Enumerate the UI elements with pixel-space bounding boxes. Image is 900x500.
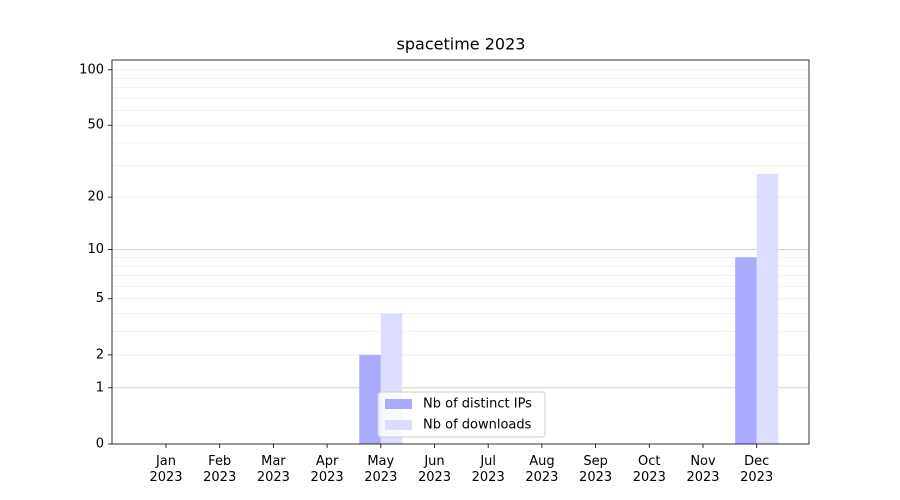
legend-swatch (385, 399, 412, 409)
y-tick-label: 5 (96, 291, 104, 306)
x-tick-label: Dec 2023 (740, 454, 773, 485)
x-tick-label: Oct 2023 (633, 454, 666, 485)
y-tick-label: 20 (87, 190, 104, 205)
y-tick-label: 1 (96, 380, 104, 395)
x-tick-label: Jan 2023 (149, 454, 182, 485)
y-tick-label: 2 (96, 347, 104, 362)
bar (756, 173, 779, 444)
x-tick-label: Mar 2023 (257, 454, 290, 485)
legend-box (377, 391, 546, 438)
y-tick-label: 0 (96, 437, 104, 452)
x-tick-label: Apr 2023 (311, 454, 344, 485)
legend-swatch (385, 420, 412, 430)
x-tick-label: Aug 2023 (525, 454, 558, 485)
legend-label: Nb of downloads (423, 418, 532, 433)
y-tick-label: 50 (87, 118, 104, 133)
bar (735, 257, 757, 444)
x-tick-label: Jun 2023 (418, 454, 451, 485)
legend-label: Nb of distinct IPs (423, 397, 532, 412)
y-tick-label: 10 (87, 242, 104, 257)
x-tick-label: Sep 2023 (579, 454, 612, 485)
chart-title: spacetime 2023 (397, 35, 526, 54)
x-tick-label: Jul 2023 (472, 454, 505, 485)
plot-frame (111, 59, 810, 445)
x-tick-label: May 2023 (364, 454, 397, 485)
x-tick-label: Feb 2023 (203, 454, 236, 485)
bar (359, 354, 381, 444)
x-tick-label: Nov 2023 (686, 454, 719, 485)
y-tick-label: 100 (79, 62, 104, 77)
